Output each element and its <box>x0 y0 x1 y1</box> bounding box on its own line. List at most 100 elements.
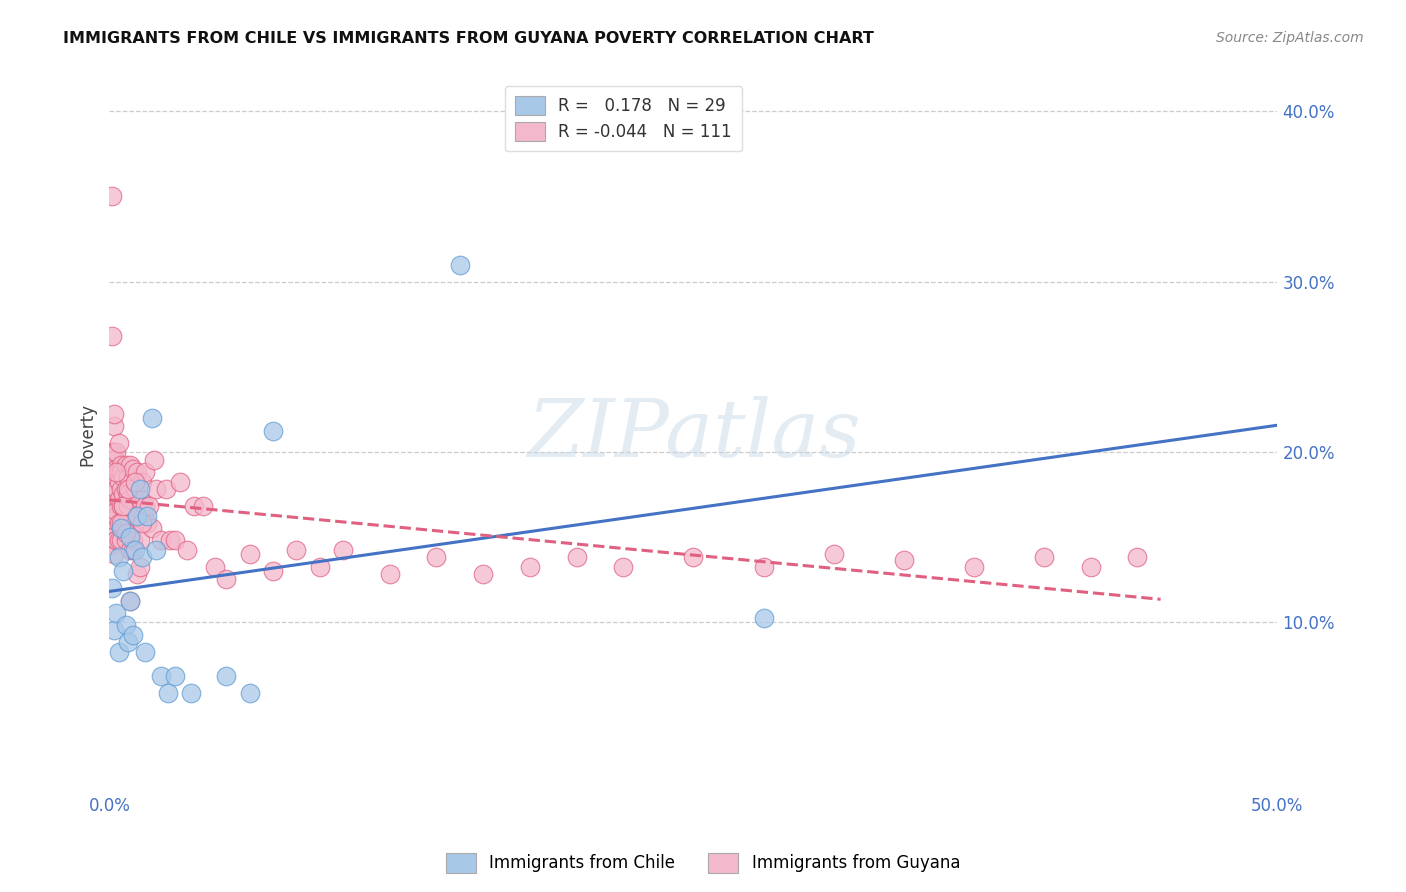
Point <box>105 444 128 458</box>
Point <box>103 470 125 484</box>
Point <box>1080 560 1102 574</box>
Point <box>108 549 131 564</box>
Point <box>128 560 150 574</box>
Point <box>155 482 177 496</box>
Point <box>138 499 160 513</box>
Point <box>1126 549 1149 564</box>
Text: Source: ZipAtlas.com: Source: ZipAtlas.com <box>1216 31 1364 45</box>
Point <box>110 533 132 547</box>
Point <box>110 458 132 473</box>
Point <box>124 482 146 496</box>
Text: ZIPatlas: ZIPatlas <box>527 396 860 474</box>
Point <box>163 669 186 683</box>
Point <box>112 521 135 535</box>
Point <box>823 547 845 561</box>
Point <box>101 189 124 203</box>
Point <box>131 549 153 564</box>
Point <box>103 623 125 637</box>
Point <box>110 499 132 513</box>
Point <box>135 516 157 530</box>
Point <box>124 475 146 490</box>
Point <box>101 538 124 552</box>
Point <box>262 424 284 438</box>
Point <box>163 533 186 547</box>
Point <box>112 564 135 578</box>
Point <box>103 495 125 509</box>
Point <box>105 482 128 496</box>
Point <box>131 516 153 530</box>
Point <box>204 560 226 574</box>
Point <box>120 594 142 608</box>
Point <box>135 509 157 524</box>
Point <box>262 564 284 578</box>
Point <box>131 475 153 490</box>
Point <box>519 560 541 574</box>
Point <box>101 581 124 595</box>
Point <box>108 465 131 479</box>
Point <box>378 567 401 582</box>
Point <box>128 533 150 547</box>
Point <box>169 475 191 490</box>
Point <box>114 533 136 547</box>
Point <box>103 521 125 535</box>
Point <box>128 482 150 496</box>
Point <box>103 453 125 467</box>
Point <box>124 516 146 530</box>
Y-axis label: Poverty: Poverty <box>79 403 96 466</box>
Point <box>101 513 124 527</box>
Point <box>127 509 149 524</box>
Point <box>105 465 128 479</box>
Point <box>114 618 136 632</box>
Point <box>180 686 202 700</box>
Point <box>114 516 136 530</box>
Point <box>103 547 125 561</box>
Point <box>108 436 131 450</box>
Point <box>127 567 149 582</box>
Point <box>108 516 131 530</box>
Point <box>112 470 135 484</box>
Point <box>108 533 131 547</box>
Point <box>101 530 124 544</box>
Point <box>121 543 143 558</box>
Point <box>114 482 136 496</box>
Point <box>285 543 308 558</box>
Point <box>112 499 135 513</box>
Point <box>108 645 131 659</box>
Point <box>215 572 238 586</box>
Point <box>103 444 125 458</box>
Point <box>145 482 167 496</box>
Point <box>108 475 131 490</box>
Legend: R =   0.178   N = 29, R = -0.044   N = 111: R = 0.178 N = 29, R = -0.044 N = 111 <box>505 86 742 151</box>
Point <box>105 504 128 518</box>
Point <box>110 521 132 535</box>
Point <box>121 461 143 475</box>
Point <box>112 487 135 501</box>
Point <box>449 258 471 272</box>
Point <box>141 521 163 535</box>
Point <box>963 560 986 574</box>
Point <box>101 487 124 501</box>
Point <box>425 549 447 564</box>
Point <box>101 461 124 475</box>
Point <box>117 635 139 649</box>
Legend: Immigrants from Chile, Immigrants from Guyana: Immigrants from Chile, Immigrants from G… <box>439 847 967 880</box>
Point <box>752 611 775 625</box>
Point <box>101 478 124 492</box>
Point <box>103 419 125 434</box>
Point <box>117 470 139 484</box>
Text: IMMIGRANTS FROM CHILE VS IMMIGRANTS FROM GUYANA POVERTY CORRELATION CHART: IMMIGRANTS FROM CHILE VS IMMIGRANTS FROM… <box>63 31 875 46</box>
Point <box>117 482 139 496</box>
Point <box>893 553 915 567</box>
Point <box>101 453 124 467</box>
Point <box>120 543 142 558</box>
Point <box>308 560 330 574</box>
Point <box>215 669 238 683</box>
Point <box>105 509 128 524</box>
Point <box>110 465 132 479</box>
Point <box>101 504 124 518</box>
Point <box>105 461 128 475</box>
Point <box>105 533 128 547</box>
Point <box>124 543 146 558</box>
Point <box>134 499 156 513</box>
Point <box>110 482 132 496</box>
